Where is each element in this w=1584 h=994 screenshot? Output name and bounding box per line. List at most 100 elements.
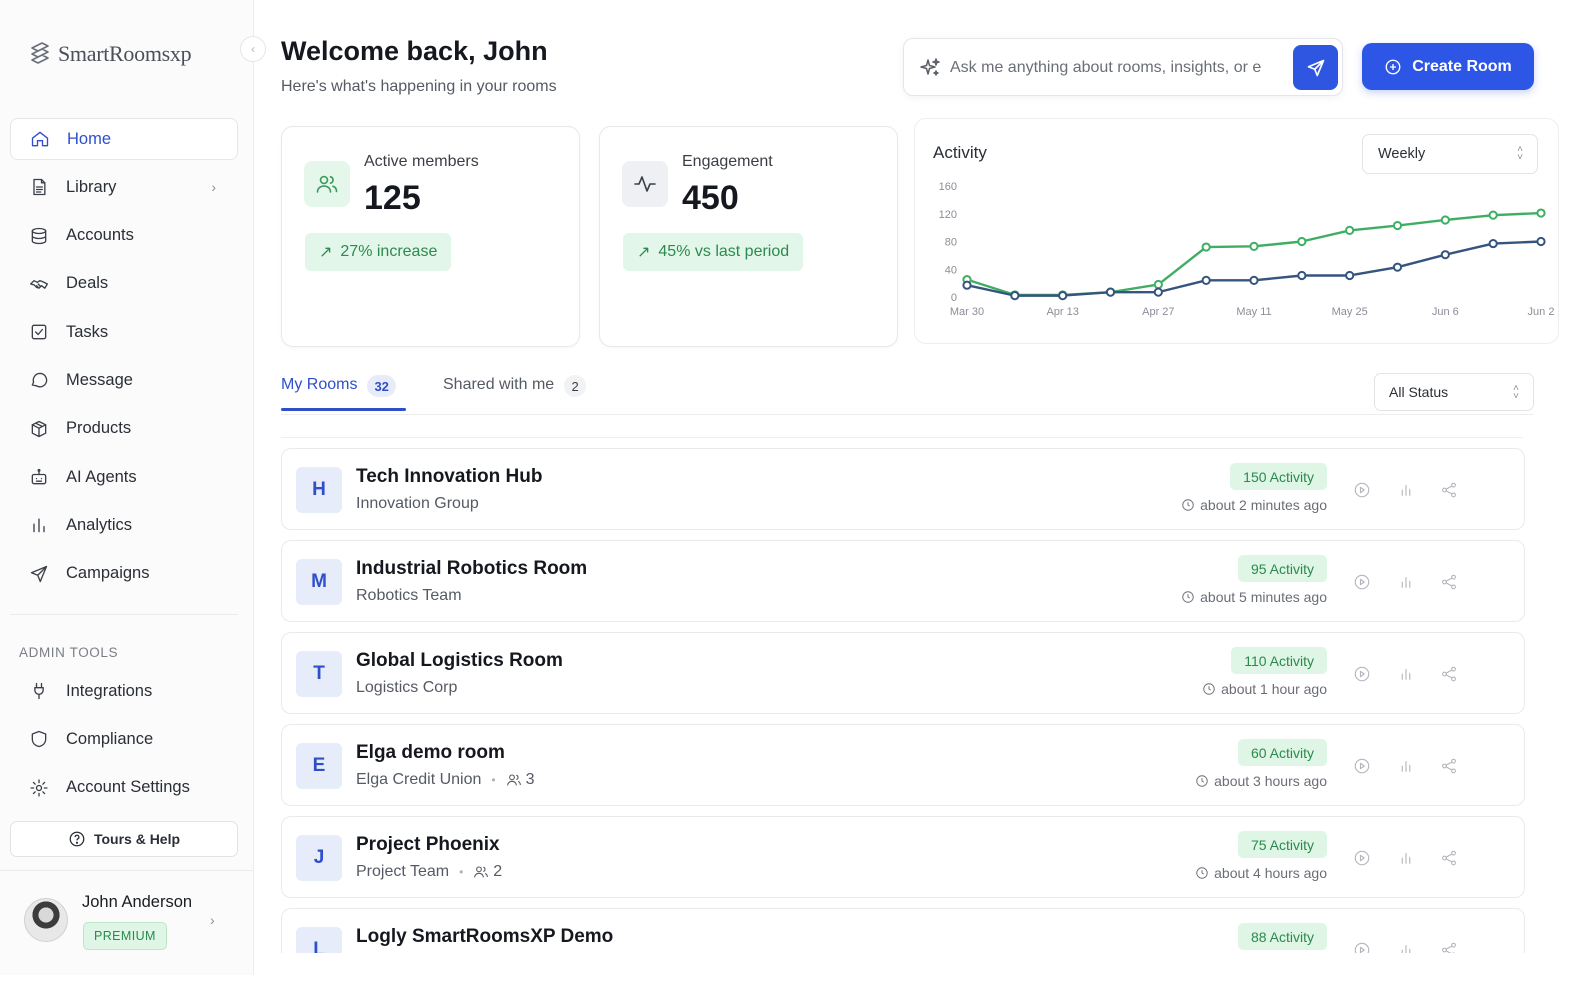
chat-bubble-icon <box>28 369 50 391</box>
ask-input[interactable] <box>950 53 1286 83</box>
room-row[interactable]: M Industrial Robotics Room Robotics Team 95… <box>281 540 1525 622</box>
sidebar-item-message[interactable]: Message <box>10 359 238 401</box>
period-select[interactable]: Weekly ˄ ˅ <box>1362 134 1538 174</box>
bar-chart-icon[interactable] <box>1396 940 1416 953</box>
play-icon[interactable] <box>1352 572 1372 592</box>
data-point[interactable] <box>1105 287 1116 297</box>
data-point[interactable] <box>1488 238 1498 249</box>
data-point[interactable] <box>962 280 972 290</box>
activity-chart: 0 40 80 120 160 Mar 30 Apr 13 Apr 27 May 11 May 2… <box>939 181 1555 318</box>
sidebar-item-integrations[interactable]: Integrations <box>10 670 238 712</box>
status-filter-select[interactable]: All Status ˄ ˅ <box>1374 373 1534 411</box>
data-point[interactable] <box>1536 208 1546 218</box>
room-name[interactable]: Elga demo room <box>356 742 505 763</box>
play-icon[interactable] <box>1352 848 1372 868</box>
data-point[interactable] <box>1345 225 1355 236</box>
sidebar-item-label: Analytics <box>66 515 133 534</box>
tours-help-button[interactable]: Tours & Help <box>10 821 238 857</box>
room-name[interactable]: Global Logistics Room <box>356 650 563 671</box>
separator-dot: • <box>491 773 496 787</box>
data-point[interactable] <box>1201 242 1211 252</box>
tab-shared-with-me[interactable]: Shared with me 2 <box>443 375 587 412</box>
send-button[interactable] <box>1293 45 1338 90</box>
data-point[interactable] <box>1249 241 1259 251</box>
share-icon[interactable] <box>1439 664 1459 684</box>
data-point[interactable] <box>1392 262 1403 272</box>
data-point[interactable] <box>1297 270 1307 281</box>
data-point[interactable] <box>1010 291 1020 301</box>
room-row[interactable]: H Tech Innovation Hub Innovation Group 150 … <box>281 448 1525 530</box>
data-point[interactable] <box>1153 287 1163 297</box>
sidebar-item-home[interactable]: Home <box>10 118 238 160</box>
data-point[interactable] <box>1297 236 1307 247</box>
room-name[interactable]: Project Phoenix <box>356 834 500 855</box>
data-point[interactable] <box>1488 210 1498 220</box>
room-row[interactable]: L Logly SmartRoomsXP Demo 88 Activity <box>281 908 1525 953</box>
sidebar-item-deals[interactable]: Deals <box>10 263 238 305</box>
clock-icon <box>1182 499 1194 511</box>
bar-chart-icon[interactable] <box>1396 848 1416 868</box>
sidebar-item-campaigns[interactable]: Campaigns <box>10 553 238 595</box>
sidebar-item-library[interactable]: Library › <box>10 166 238 208</box>
room-name[interactable]: Industrial Robotics Room <box>356 558 588 579</box>
collapse-sidebar-button[interactable]: ‹ <box>240 36 266 62</box>
data-point[interactable] <box>1345 270 1355 281</box>
data-point[interactable] <box>1201 275 1211 285</box>
avatar[interactable] <box>24 898 68 942</box>
user-menu-chevron-icon[interactable]: › <box>210 912 215 928</box>
brand-logo[interactable]: SmartRoomsxp <box>28 40 192 68</box>
room-row[interactable]: J Project Phoenix Project Team • 2 75 Activit… <box>281 816 1525 898</box>
pulse-icon <box>622 161 668 207</box>
y-tick-label: 40 <box>945 264 957 276</box>
share-icon[interactable] <box>1439 848 1459 868</box>
user-name: John Anderson <box>82 893 193 911</box>
share-icon[interactable] <box>1439 572 1459 592</box>
room-group-name: Innovation Group <box>356 495 479 512</box>
play-icon[interactable] <box>1352 940 1372 953</box>
share-icon[interactable] <box>1439 756 1459 776</box>
share-icon[interactable] <box>1439 480 1459 500</box>
bar-chart-icon[interactable] <box>1396 664 1416 684</box>
data-point[interactable] <box>1440 215 1450 225</box>
room-name[interactable]: Tech Innovation Hub <box>356 466 543 487</box>
room-group: Robotics Team <box>356 587 462 605</box>
data-point[interactable] <box>1058 291 1068 301</box>
bar-chart-icon[interactable] <box>1396 480 1416 500</box>
play-icon[interactable] <box>1352 664 1372 684</box>
room-group: Project Team • 2 <box>356 863 502 881</box>
sidebar-item-account-settings[interactable]: Account Settings <box>10 767 238 809</box>
create-room-button[interactable]: Create Room <box>1362 43 1534 90</box>
bar-chart-icon[interactable] <box>1396 756 1416 776</box>
data-point[interactable] <box>1153 279 1163 290</box>
room-group-name: Robotics Team <box>356 587 462 604</box>
sidebar-item-tasks[interactable]: Tasks <box>10 311 238 353</box>
data-point[interactable] <box>1392 220 1403 231</box>
data-point[interactable] <box>1440 250 1450 260</box>
logo-icon <box>31 42 49 64</box>
room-avatar: M <box>296 559 342 605</box>
data-point[interactable] <box>1249 275 1259 285</box>
sidebar-item-ai-agents[interactable]: AI Agents <box>10 456 238 498</box>
send-icon <box>1307 59 1324 76</box>
admin-tools-label: ADMIN TOOLS <box>19 645 119 660</box>
data-point[interactable] <box>1536 236 1546 247</box>
tab-my-rooms[interactable]: My Rooms 32 <box>281 375 396 412</box>
sidebar-item-label: Library <box>66 177 117 196</box>
main-nav: Home Library › Accounts Deals Tasks Message Pro… <box>10 118 238 601</box>
room-row[interactable]: E Elga demo room Elga Credit Union • 3 60 Act… <box>281 724 1525 806</box>
play-icon[interactable] <box>1352 480 1372 500</box>
clock-icon <box>1182 591 1194 603</box>
sidebar-item-products[interactable]: Products <box>10 408 238 450</box>
share-icon[interactable] <box>1439 940 1459 953</box>
sidebar-item-compliance[interactable]: Compliance <box>10 718 238 760</box>
handshake-icon <box>28 273 50 295</box>
sidebar-item-analytics[interactable]: Analytics <box>10 504 238 546</box>
activity-chart-card: 0 40 80 120 160 Mar 30 Apr 13 Apr 27 May 11 May 2… <box>914 118 1559 344</box>
bar-chart-icon[interactable] <box>1396 572 1416 592</box>
room-row[interactable]: T Global Logistics Room Logistics Corp 110 … <box>281 632 1525 714</box>
plug-icon <box>28 680 50 702</box>
sidebar-item-accounts[interactable]: Accounts <box>10 215 238 257</box>
play-icon[interactable] <box>1352 756 1372 776</box>
x-tick-label: Apr 13 <box>1046 306 1078 318</box>
room-name[interactable]: Logly SmartRoomsXP Demo <box>356 926 614 947</box>
